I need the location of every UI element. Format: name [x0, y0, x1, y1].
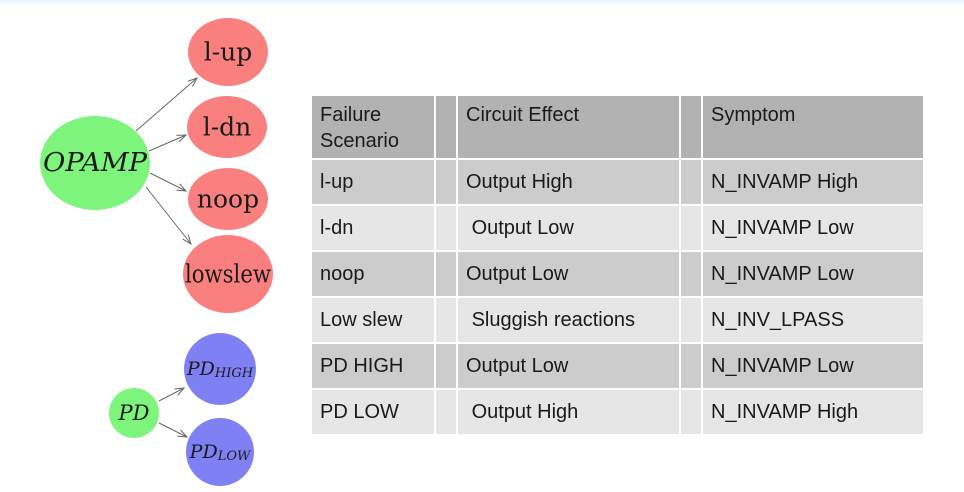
header-spacer-2 — [679, 96, 703, 160]
node-ldn: l-dn — [187, 96, 267, 158]
spacer-cell — [434, 158, 458, 206]
spacer-cell — [434, 204, 458, 252]
node-pd: PD — [109, 388, 159, 438]
node-pd-high-label-sub: HIGH — [214, 366, 254, 381]
node-noop-label: noop — [197, 185, 259, 214]
node-lup-label: l-up — [204, 38, 253, 67]
node-pd-low-shape — [186, 418, 254, 486]
opamp-tree-edges — [135, 77, 199, 246]
table-row-pdlow: PD LOW Output High N_INVAMP High — [312, 388, 923, 434]
node-lup: l-up — [188, 18, 268, 86]
cell-scenario: PD LOW — [312, 388, 436, 434]
table-row-lup: l-up Output High N_INVAMP High — [312, 158, 923, 206]
node-pd-high: PDHIGH — [184, 333, 256, 405]
node-pd-shape — [109, 388, 159, 438]
edge-opamp-noop — [149, 172, 188, 192]
node-pd-low-label-main: PD — [189, 441, 218, 463]
spacer-cell — [679, 204, 703, 252]
table-row-noop: noop Output Low N_INVAMP Low — [312, 250, 923, 298]
cell-symptom: N_INVAMP Low — [701, 204, 923, 252]
cell-scenario: noop — [312, 250, 436, 298]
spacer-cell — [679, 250, 703, 298]
header-circuit-effect: Circuit Effect — [456, 96, 681, 160]
node-pd-low-label: PDLOW — [189, 441, 252, 464]
node-lowslew-shape — [183, 235, 273, 313]
cell-symptom: N_INVAMP Low — [701, 342, 923, 390]
top-edge-highlight — [0, 0, 964, 5]
node-lup-shape — [188, 18, 268, 86]
node-lowslew: lowslew — [183, 235, 273, 313]
node-pd-high-shape — [184, 333, 256, 405]
cell-symptom: N_INVAMP Low — [701, 250, 923, 298]
node-pd-label: PD — [118, 401, 150, 425]
cell-effect: Output High — [456, 388, 681, 434]
node-ldn-label: l-dn — [203, 113, 252, 142]
node-pd-low: PDLOW — [186, 418, 254, 486]
header-symptom: Symptom — [701, 96, 923, 160]
node-pd-low-label-sub: LOW — [217, 449, 252, 464]
edge-opamp-lup — [135, 77, 199, 132]
failure-scenario-table: Failure Scenario Circuit Effect Symptom … — [312, 96, 923, 434]
cell-scenario: l-up — [312, 158, 436, 206]
header-spacer-1 — [434, 96, 458, 160]
cell-effect: Output Low — [456, 342, 681, 390]
node-opamp-label: OPAMP — [43, 148, 148, 178]
spacer-cell — [679, 158, 703, 206]
spacer-cell — [679, 342, 703, 390]
cell-effect: Output Low — [456, 204, 681, 252]
node-opamp-shape — [40, 116, 150, 210]
spacer-cell — [679, 388, 703, 434]
cell-effect: Output High — [456, 158, 681, 206]
node-noop: noop — [188, 168, 268, 230]
header-failure-scenario: Failure Scenario — [312, 96, 436, 160]
node-pd-high-label-main: PD — [186, 358, 215, 380]
edge-opamp-lowslew — [145, 186, 192, 246]
edge-pd-pdhigh — [158, 387, 186, 402]
node-ldn-shape — [187, 96, 267, 158]
edge-pd-pdlow — [158, 422, 189, 438]
table-row-pdhigh: PD HIGH Output Low N_INVAMP Low — [312, 342, 923, 390]
node-opamp: OPAMP — [40, 116, 150, 210]
cell-effect: Output Low — [456, 250, 681, 298]
fault-tree-diagram: OPAMP l-up l-dn noop lowslew PD — [40, 18, 273, 486]
cell-effect: Sluggish reactions — [456, 296, 681, 344]
node-lowslew-label: lowslew — [185, 260, 272, 289]
spacer-cell — [434, 296, 458, 344]
edge-opamp-ldn — [148, 134, 188, 152]
table-row-lowslew: Low slew Sluggish reactions N_INV_LPASS — [312, 296, 923, 344]
spacer-cell — [434, 250, 458, 298]
node-noop-shape — [188, 168, 268, 230]
table-header-row: Failure Scenario Circuit Effect Symptom — [312, 96, 923, 160]
cell-symptom: N_INVAMP High — [701, 388, 923, 434]
node-pd-high-label: PDHIGH — [186, 358, 254, 381]
cell-scenario: Low slew — [312, 296, 436, 344]
cell-symptom: N_INV_LPASS — [701, 296, 923, 344]
table-row-ldn: l-dn Output Low N_INVAMP Low — [312, 204, 923, 252]
spacer-cell — [434, 388, 458, 434]
spacer-cell — [679, 296, 703, 344]
cell-scenario: PD HIGH — [312, 342, 436, 390]
spacer-cell — [434, 342, 458, 390]
pd-tree-edges — [158, 387, 189, 438]
cell-symptom: N_INVAMP High — [701, 158, 923, 206]
cell-scenario: l-dn — [312, 204, 436, 252]
